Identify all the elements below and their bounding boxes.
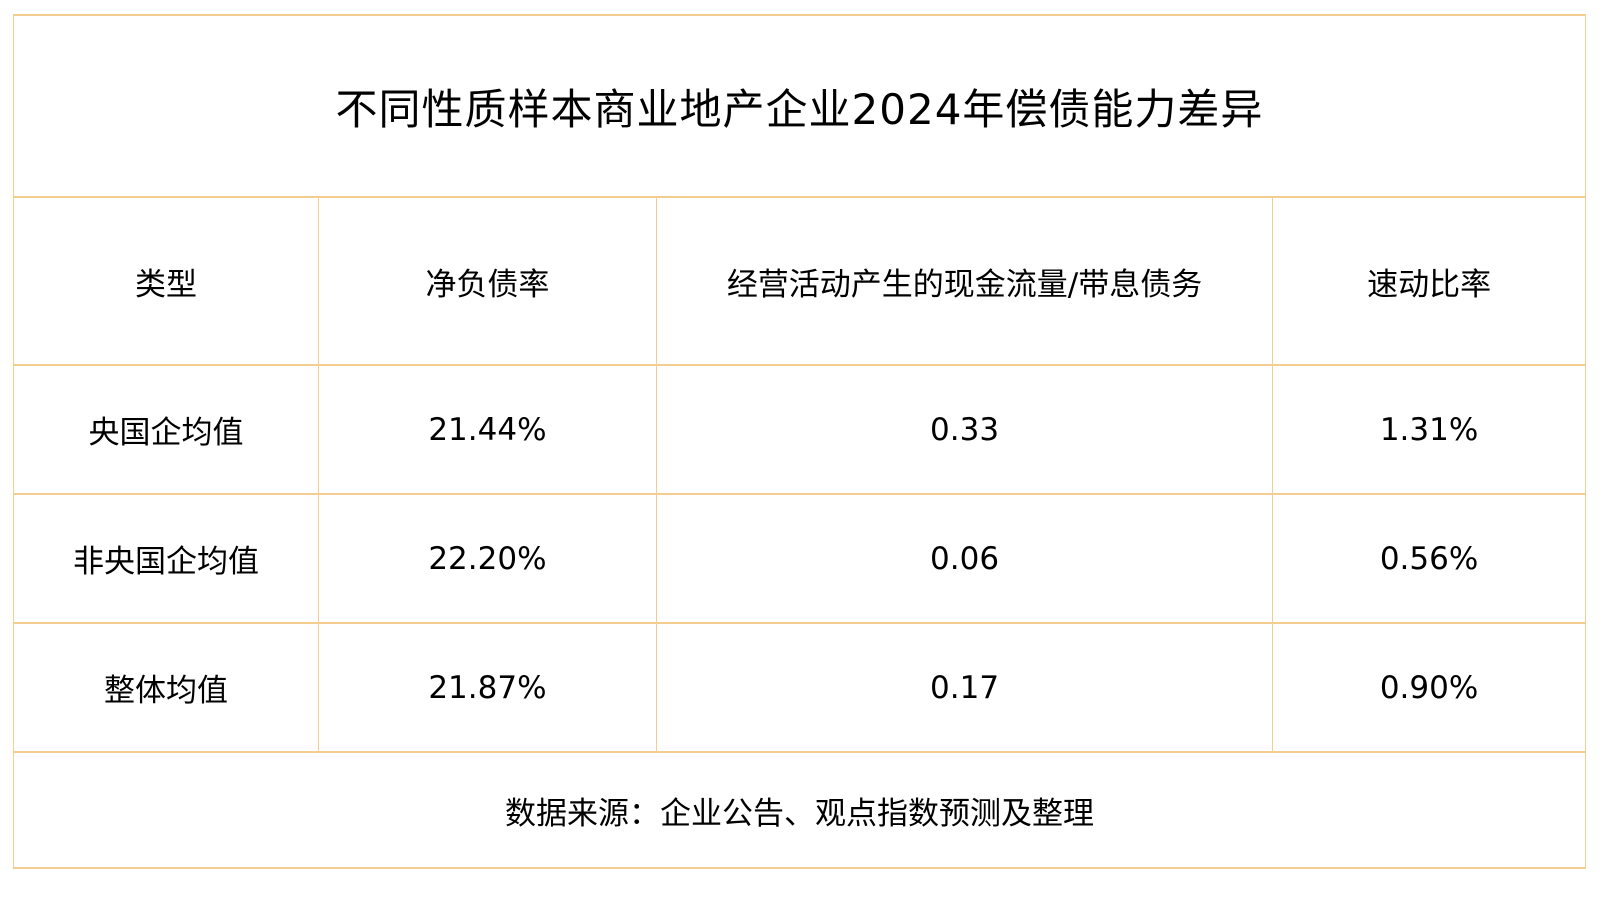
title-row: 不同性质样本商业地产企业2024年偿债能力差异 [13, 14, 1586, 198]
table-cell: 0.17 [655, 622, 1274, 753]
header-cell-quick-ratio: 速动比率 [1272, 196, 1586, 366]
solvency-table: 不同性质样本商业地产企业2024年偿债能力差异 类型 净负债率 经营活动产生的现… [13, 14, 1586, 869]
table-cell: 整体均值 [13, 622, 319, 753]
table-cell: 0.06 [655, 493, 1274, 624]
footer-row: 数据来源：企业公告、观点指数预测及整理 [13, 751, 1586, 869]
table-cell: 央国企均值 [13, 364, 319, 495]
header-cell-type: 类型 [13, 196, 319, 366]
table-cell: 22.20% [317, 493, 657, 624]
table-cell: 0.90% [1272, 622, 1586, 753]
data-source-note: 数据来源：企业公告、观点指数预测及整理 [13, 751, 1586, 869]
header-row: 类型 净负债率 经营活动产生的现金流量/带息债务 速动比率 [13, 196, 1586, 366]
table-cell: 0.56% [1272, 493, 1586, 624]
table-cell: 21.87% [317, 622, 657, 753]
header-cell-net-debt-ratio: 净负债率 [317, 196, 657, 366]
table-cell: 0.33 [655, 364, 1274, 495]
row-central-soe-average: 央国企均值 21.44% 0.33 1.31% [13, 364, 1586, 495]
row-overall-average: 整体均值 21.87% 0.17 0.90% [13, 622, 1586, 753]
table-cell: 1.31% [1272, 364, 1586, 495]
row-non-central-soe-average: 非央国企均值 22.20% 0.06 0.56% [13, 493, 1586, 624]
table-title: 不同性质样本商业地产企业2024年偿债能力差异 [13, 14, 1586, 198]
table-cell: 非央国企均值 [13, 493, 319, 624]
table-cell: 21.44% [317, 364, 657, 495]
report-table-figure: 不同性质样本商业地产企业2024年偿债能力差异 类型 净负债率 经营活动产生的现… [13, 14, 1586, 869]
header-cell-operating-cashflow-to-interest-bearing-debt: 经营活动产生的现金流量/带息债务 [655, 196, 1274, 366]
